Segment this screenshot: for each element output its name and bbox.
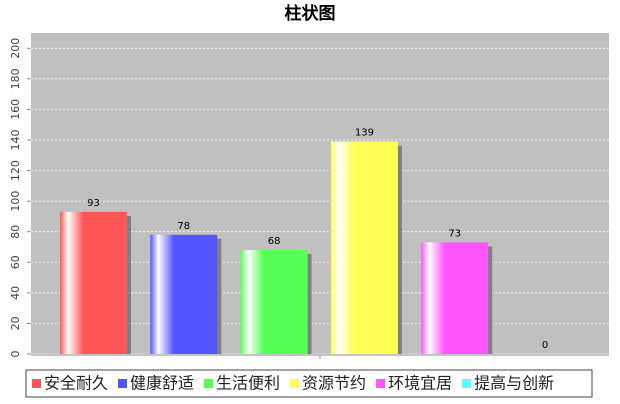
y-tick-label: 0 (9, 351, 22, 358)
bar (330, 141, 398, 354)
bar (60, 211, 127, 354)
legend-label: 环境宜居 (388, 374, 452, 393)
y-tick-label: 20 (9, 316, 22, 330)
y-tick-label: 60 (9, 255, 22, 269)
value-label: 78 (177, 221, 190, 232)
y-tick-label: 200 (9, 38, 22, 59)
value-label: 68 (268, 236, 281, 247)
legend-swatch (204, 379, 214, 388)
y-tick-label: 160 (9, 99, 22, 120)
value-label: 73 (448, 228, 461, 239)
legend-label: 安全耐久 (44, 374, 108, 393)
y-tick-label: 100 (9, 191, 22, 212)
legend-swatch (32, 379, 41, 388)
y-tick-label: 40 (9, 286, 22, 300)
value-label: 0 (542, 340, 548, 351)
legend-label: 提高与创新 (474, 374, 554, 393)
legend-swatch (290, 379, 300, 388)
legend-label: 生活便利 (216, 374, 280, 393)
legend-label: 健康舒适 (130, 374, 194, 393)
y-tick-label: 140 (9, 130, 22, 151)
bar (150, 234, 218, 354)
bar (421, 242, 489, 354)
bar (240, 250, 308, 354)
y-tick-label: 180 (9, 68, 22, 89)
legend-label: 资源节约 (302, 374, 366, 393)
value-label: 93 (87, 198, 100, 209)
legend-swatch (462, 379, 472, 388)
y-tick-label: 80 (9, 225, 22, 239)
legend-swatch (118, 379, 128, 388)
value-label: 139 (355, 128, 374, 139)
y-tick-label: 120 (9, 160, 22, 181)
legend-swatch (376, 379, 386, 388)
chart-title: 柱状图 (285, 3, 336, 24)
